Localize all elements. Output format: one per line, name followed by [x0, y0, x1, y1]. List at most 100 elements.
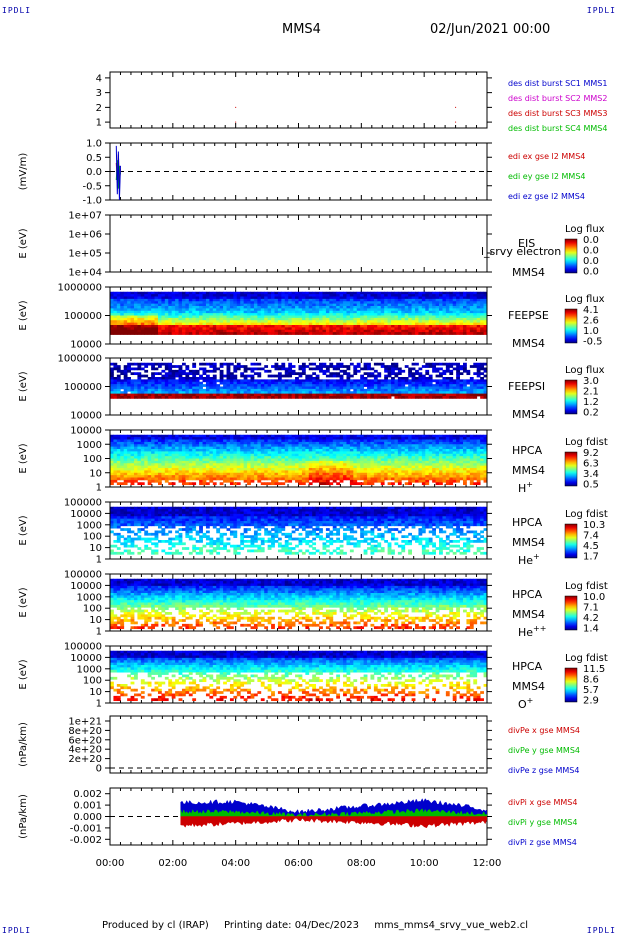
hpca_h-cell [172, 468, 176, 471]
hpca_h-cell [141, 482, 145, 485]
hpca_h-cell [203, 473, 207, 476]
feepse-cell [299, 292, 303, 295]
feepse-cell [343, 294, 347, 297]
feepsi-cell [131, 379, 135, 382]
hpca_h-cell [144, 473, 148, 476]
hpca_h-cell [240, 454, 244, 457]
hpca_h-cell [158, 456, 162, 459]
feepse-cell [230, 330, 234, 333]
feepse-cell [388, 311, 392, 314]
feepse-cell [199, 292, 203, 295]
feepsi-cell [357, 370, 361, 373]
feepsi-cell [257, 394, 261, 397]
feepse-cell [463, 325, 467, 328]
feepsi-cell [244, 375, 248, 378]
feepse-cell [179, 294, 183, 297]
feepse-cell [137, 320, 141, 323]
hpca_h-cell [237, 466, 241, 469]
feepse-cell [329, 308, 333, 311]
feepsi-cell [377, 379, 381, 382]
feepsi-cell [374, 387, 378, 390]
feepse-cell [233, 297, 237, 300]
feepsi-cell [302, 370, 306, 373]
hpca_h-cell [216, 449, 220, 452]
hpca_h-cell [213, 459, 217, 462]
feepse-cell [175, 330, 179, 333]
feepse-cell [312, 330, 316, 333]
feepsi-cell [429, 394, 433, 397]
feepse-cell [151, 304, 155, 307]
feepsi-cell [357, 365, 361, 368]
feepsi-cell [336, 396, 340, 399]
feepsi-cell [203, 372, 207, 375]
feepsi-cell [319, 394, 323, 397]
feepsi-cell [165, 368, 169, 371]
feepse-cell [477, 294, 481, 297]
feepse-cell [357, 330, 361, 333]
feepsi-cell [384, 377, 388, 380]
feepsi-cell [292, 389, 296, 392]
feepse-cell [442, 316, 446, 319]
hpca_h-cell [237, 454, 241, 457]
feepsi-cell [353, 387, 357, 390]
feepsi-cell [271, 379, 275, 382]
hpca_h-cell [134, 480, 138, 483]
feepse-cell [264, 332, 268, 335]
feepse-cell [316, 327, 320, 330]
feepse-cell [117, 323, 121, 326]
feepsi-cell [110, 370, 114, 373]
feepsi-cell [268, 394, 272, 397]
feepsi-cell [223, 396, 227, 399]
feepsi-cell [449, 377, 453, 380]
feepsi-cell [124, 394, 128, 397]
feepse-cell [261, 320, 265, 323]
feepsi-cell [360, 396, 364, 399]
feepsi-cell [220, 379, 224, 382]
feepse-cell [336, 301, 340, 304]
feepse-cell [401, 308, 405, 311]
feepse-cell [151, 327, 155, 330]
feepse-cell [364, 297, 368, 300]
feepse-cell [357, 308, 361, 311]
feepsi-cell [131, 394, 135, 397]
feepse-cell [168, 316, 172, 319]
feepse-cell [137, 313, 141, 316]
feepsi-cell [110, 368, 114, 371]
hpca_h-cell [216, 447, 220, 450]
feepse-colorbar-title: Log flux [565, 294, 605, 305]
hpca_h-cell [285, 468, 289, 471]
feepse-cell [261, 327, 265, 330]
hpca_h-cell [165, 475, 169, 478]
feepsi-cell [264, 394, 268, 397]
hpca_h-cell [213, 456, 217, 459]
feepse-cell [257, 332, 261, 335]
hpca_h-cell [168, 442, 172, 445]
feepsi-cell [425, 365, 429, 368]
feepsi-cell [343, 387, 347, 390]
feepse-cell [456, 294, 460, 297]
hpca_h-cell [237, 473, 241, 476]
feepse-cell [398, 311, 402, 314]
hpca_h-cell [155, 437, 159, 440]
feepsi-cell [220, 394, 224, 397]
hpca_h-cell [292, 478, 296, 481]
hpca_h-cell [192, 478, 196, 481]
feepsi-cell [292, 394, 296, 397]
hpca_h-cell [117, 463, 121, 466]
hpca_h-cell [175, 468, 179, 471]
hpca_h-cell [182, 454, 186, 457]
feepse-cell [343, 318, 347, 321]
feepsi-cell [223, 382, 227, 385]
feepsi-cell [185, 365, 189, 368]
feepse-cell [141, 294, 145, 297]
feepse-cell [261, 299, 265, 302]
feepsi-cell [425, 389, 429, 392]
feepse-cell [165, 308, 169, 311]
hpca_h-cell [209, 442, 213, 445]
hpca_h-cell [292, 454, 296, 457]
hpca_h-cell [257, 468, 261, 471]
hpca_h-cell [131, 466, 135, 469]
feepse-cell [288, 311, 292, 314]
hpca_h-cell [127, 461, 131, 464]
